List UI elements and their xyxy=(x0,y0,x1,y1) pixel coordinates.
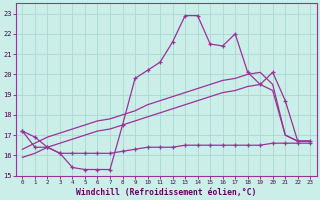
X-axis label: Windchill (Refroidissement éolien,°C): Windchill (Refroidissement éolien,°C) xyxy=(76,188,257,197)
